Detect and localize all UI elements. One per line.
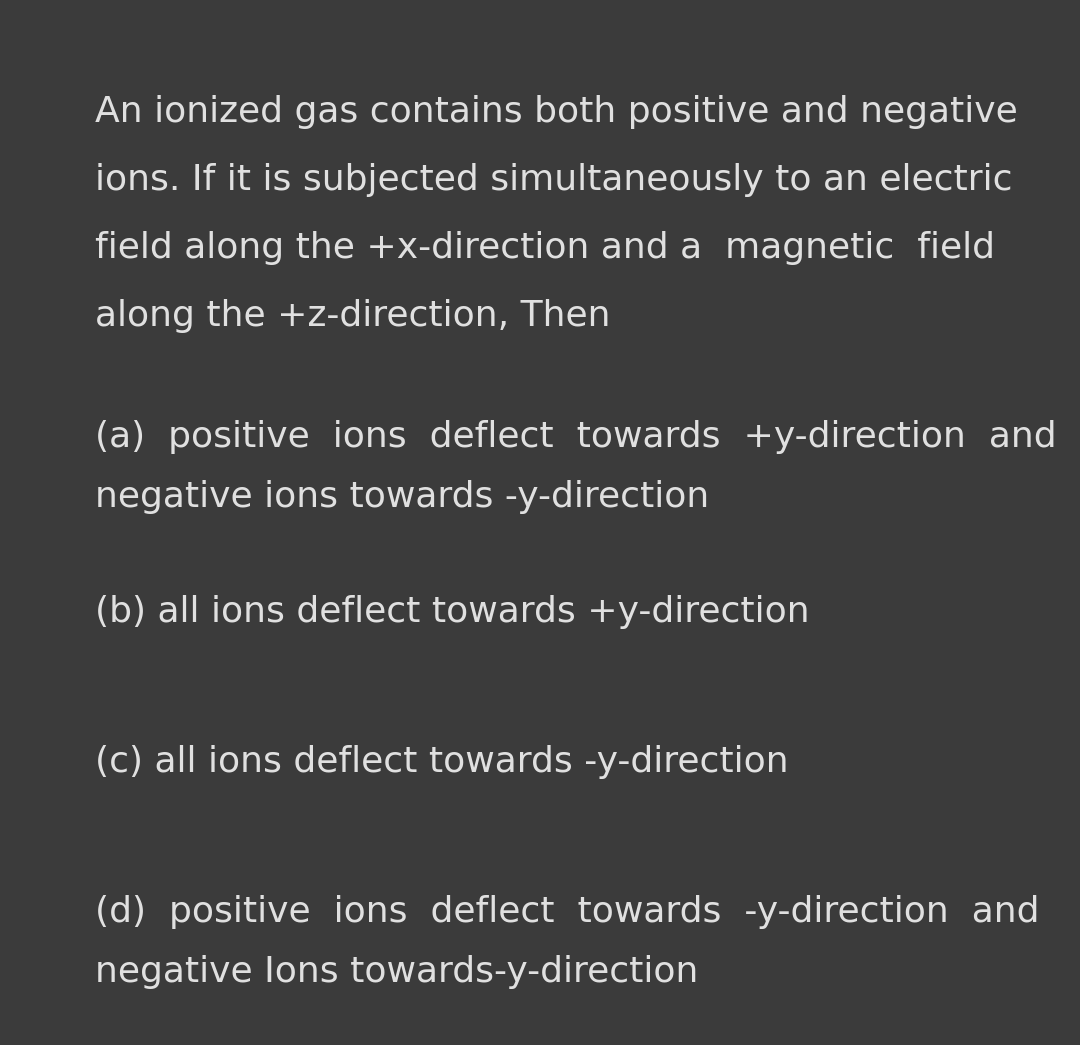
Text: negative ions towards -y-direction: negative ions towards -y-direction [95, 480, 710, 514]
Text: negative Ions towards-y-direction: negative Ions towards-y-direction [95, 955, 699, 989]
Text: (c) all ions deflect towards -y-direction: (c) all ions deflect towards -y-directio… [95, 745, 788, 779]
Text: field along the +x-direction and a  magnetic  field: field along the +x-direction and a magne… [95, 231, 995, 265]
Text: along the +z-direction, Then: along the +z-direction, Then [95, 299, 610, 333]
Text: (a)  positive  ions  deflect  towards  +y-direction  and: (a) positive ions deflect towards +y-dir… [95, 420, 1056, 454]
Text: ions. If it is subjected simultaneously to an electric: ions. If it is subjected simultaneously … [95, 163, 1013, 198]
Text: An ionized gas contains both positive and negative: An ionized gas contains both positive an… [95, 95, 1017, 129]
Text: (d)  positive  ions  deflect  towards  -y-direction  and: (d) positive ions deflect towards -y-dir… [95, 895, 1039, 929]
Text: (b) all ions deflect towards +y-direction: (b) all ions deflect towards +y-directio… [95, 595, 810, 629]
